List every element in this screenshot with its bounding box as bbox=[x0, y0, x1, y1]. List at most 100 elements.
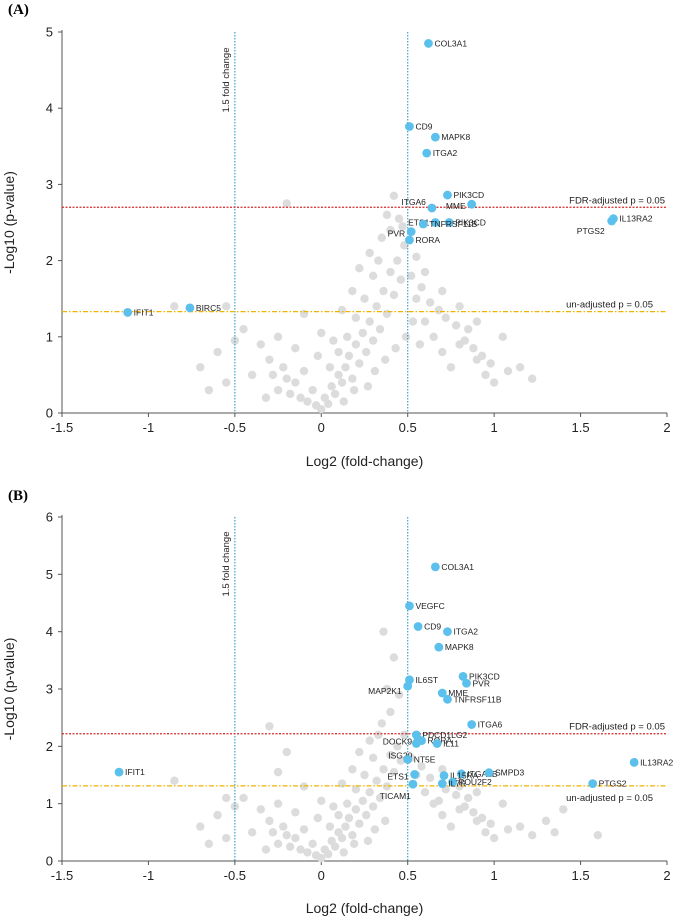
gene-label: ITGA6 bbox=[478, 720, 503, 730]
x-tick-label: 0 bbox=[318, 868, 325, 883]
background-point bbox=[343, 799, 352, 808]
background-point bbox=[377, 233, 386, 242]
background-point bbox=[261, 393, 271, 402]
background-point bbox=[330, 842, 340, 851]
background-point bbox=[438, 810, 447, 820]
background-point bbox=[386, 750, 395, 760]
background-point bbox=[348, 765, 357, 774]
gene-point bbox=[405, 601, 414, 611]
background-point bbox=[230, 336, 240, 345]
y-tick-label: 1 bbox=[46, 329, 53, 344]
gene-label: NT5E bbox=[414, 755, 436, 765]
background-point bbox=[374, 256, 383, 265]
background-point bbox=[486, 359, 495, 368]
background-point bbox=[398, 222, 407, 231]
gene-label: IL15RA bbox=[450, 771, 479, 781]
background-point bbox=[329, 802, 338, 811]
background-point bbox=[365, 736, 374, 745]
background-point bbox=[196, 822, 205, 831]
background-point bbox=[481, 370, 490, 380]
background-point bbox=[382, 309, 392, 319]
background-point bbox=[360, 294, 369, 303]
background-point bbox=[351, 340, 361, 349]
gene-label: TNFRSF11B bbox=[429, 219, 477, 229]
background-point bbox=[527, 374, 537, 383]
background-point bbox=[434, 305, 444, 315]
background-point bbox=[358, 328, 367, 338]
background-point bbox=[204, 385, 214, 395]
background-point bbox=[477, 813, 487, 823]
background-point bbox=[420, 267, 430, 277]
background-point bbox=[429, 332, 438, 341]
background-point bbox=[412, 252, 421, 261]
background-point bbox=[327, 382, 336, 391]
gene-label: ITGA2 bbox=[453, 627, 478, 637]
background-point bbox=[268, 370, 278, 380]
y-tick-label: 2 bbox=[46, 253, 53, 268]
gene-point bbox=[411, 739, 421, 748]
background-point bbox=[498, 332, 507, 341]
gene-point bbox=[439, 771, 449, 780]
y-tick-label: 0 bbox=[46, 406, 53, 421]
background-point bbox=[337, 779, 347, 788]
background-point bbox=[400, 730, 409, 740]
background-point bbox=[389, 290, 399, 300]
gene-label: COL3A1 bbox=[441, 562, 474, 572]
gene-label: PTGS2 bbox=[599, 779, 627, 789]
background-point bbox=[282, 199, 291, 208]
background-point bbox=[299, 825, 309, 834]
background-point bbox=[362, 810, 371, 820]
background-point bbox=[325, 822, 335, 831]
background-point bbox=[515, 822, 525, 831]
background-point bbox=[261, 845, 271, 854]
x-tick-label: 1 bbox=[491, 420, 498, 435]
background-point bbox=[415, 340, 425, 349]
x-tick-label: 0.5 bbox=[399, 420, 417, 435]
background-point bbox=[464, 793, 473, 803]
y-tick-label: 0 bbox=[46, 854, 53, 869]
background-point bbox=[368, 753, 378, 762]
gene-label: IL13RA2 bbox=[619, 214, 652, 224]
gene-label: RORA bbox=[415, 235, 440, 245]
gene-label: IFIT1 bbox=[125, 767, 145, 777]
background-point bbox=[489, 833, 499, 843]
gene-label: MME bbox=[448, 688, 468, 698]
gene-point bbox=[437, 779, 447, 788]
y-tick-label: 6 bbox=[46, 510, 53, 525]
background-point bbox=[358, 796, 367, 805]
panel-label: (A) bbox=[8, 2, 29, 18]
background-point bbox=[368, 802, 378, 811]
background-point bbox=[355, 819, 364, 828]
background-point bbox=[389, 191, 399, 201]
background-point bbox=[313, 351, 323, 361]
gene-label: PDCD1LG2 bbox=[422, 730, 467, 740]
background-point bbox=[382, 782, 392, 791]
background-point bbox=[446, 363, 456, 372]
background-point bbox=[282, 374, 291, 383]
background-point bbox=[291, 378, 300, 387]
background-point bbox=[222, 833, 231, 843]
background-point bbox=[273, 799, 283, 808]
gene-label: ITGA2B bbox=[467, 769, 498, 779]
background-point bbox=[325, 363, 335, 372]
gene-point bbox=[430, 562, 440, 572]
panel-a: (A) -1.5 -1 -0.5 0 0.5 1 1.5 2 0 1 2 3 4 5 Log2 (fold-c… bbox=[1, 2, 671, 469]
background-point bbox=[273, 385, 283, 395]
background-point bbox=[469, 808, 478, 817]
gene-point bbox=[408, 779, 418, 789]
background-point bbox=[370, 366, 380, 376]
gene-point bbox=[432, 739, 442, 748]
background-point bbox=[334, 810, 343, 820]
background-point bbox=[222, 302, 231, 311]
background-point bbox=[313, 813, 323, 823]
gene-point bbox=[458, 671, 468, 681]
gene-point bbox=[443, 190, 452, 200]
background-point bbox=[374, 730, 383, 740]
gene-label: ETS1 bbox=[408, 218, 430, 228]
gene-point bbox=[456, 769, 466, 779]
background-point bbox=[337, 378, 347, 387]
x-tick-label: -1.5 bbox=[51, 868, 73, 883]
background-point bbox=[406, 271, 416, 281]
background-point bbox=[368, 336, 378, 345]
